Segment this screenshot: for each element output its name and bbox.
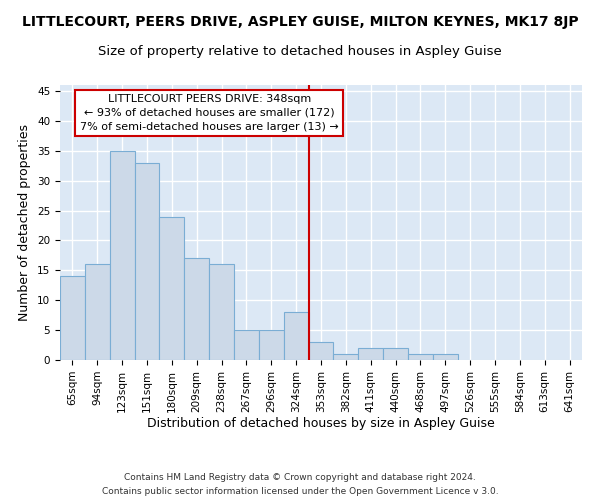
Bar: [433, 354, 458, 360]
Bar: [383, 348, 408, 360]
Bar: [85, 264, 110, 360]
Text: LITTLECOURT PEERS DRIVE: 348sqm
← 93% of detached houses are smaller (172)
7% of: LITTLECOURT PEERS DRIVE: 348sqm ← 93% of…: [80, 94, 338, 132]
X-axis label: Distribution of detached houses by size in Aspley Guise: Distribution of detached houses by size …: [147, 418, 495, 430]
Bar: [234, 330, 259, 360]
Bar: [209, 264, 234, 360]
Bar: [110, 151, 134, 360]
Text: LITTLECOURT, PEERS DRIVE, ASPLEY GUISE, MILTON KEYNES, MK17 8JP: LITTLECOURT, PEERS DRIVE, ASPLEY GUISE, …: [22, 15, 578, 29]
Y-axis label: Number of detached properties: Number of detached properties: [19, 124, 31, 321]
Bar: [408, 354, 433, 360]
Bar: [184, 258, 209, 360]
Text: Contains HM Land Registry data © Crown copyright and database right 2024.: Contains HM Land Registry data © Crown c…: [124, 473, 476, 482]
Bar: [284, 312, 308, 360]
Bar: [160, 216, 184, 360]
Bar: [259, 330, 284, 360]
Text: Contains public sector information licensed under the Open Government Licence v : Contains public sector information licen…: [101, 486, 499, 496]
Bar: [134, 162, 160, 360]
Bar: [358, 348, 383, 360]
Bar: [60, 276, 85, 360]
Text: Size of property relative to detached houses in Aspley Guise: Size of property relative to detached ho…: [98, 45, 502, 58]
Bar: [334, 354, 358, 360]
Bar: [308, 342, 334, 360]
